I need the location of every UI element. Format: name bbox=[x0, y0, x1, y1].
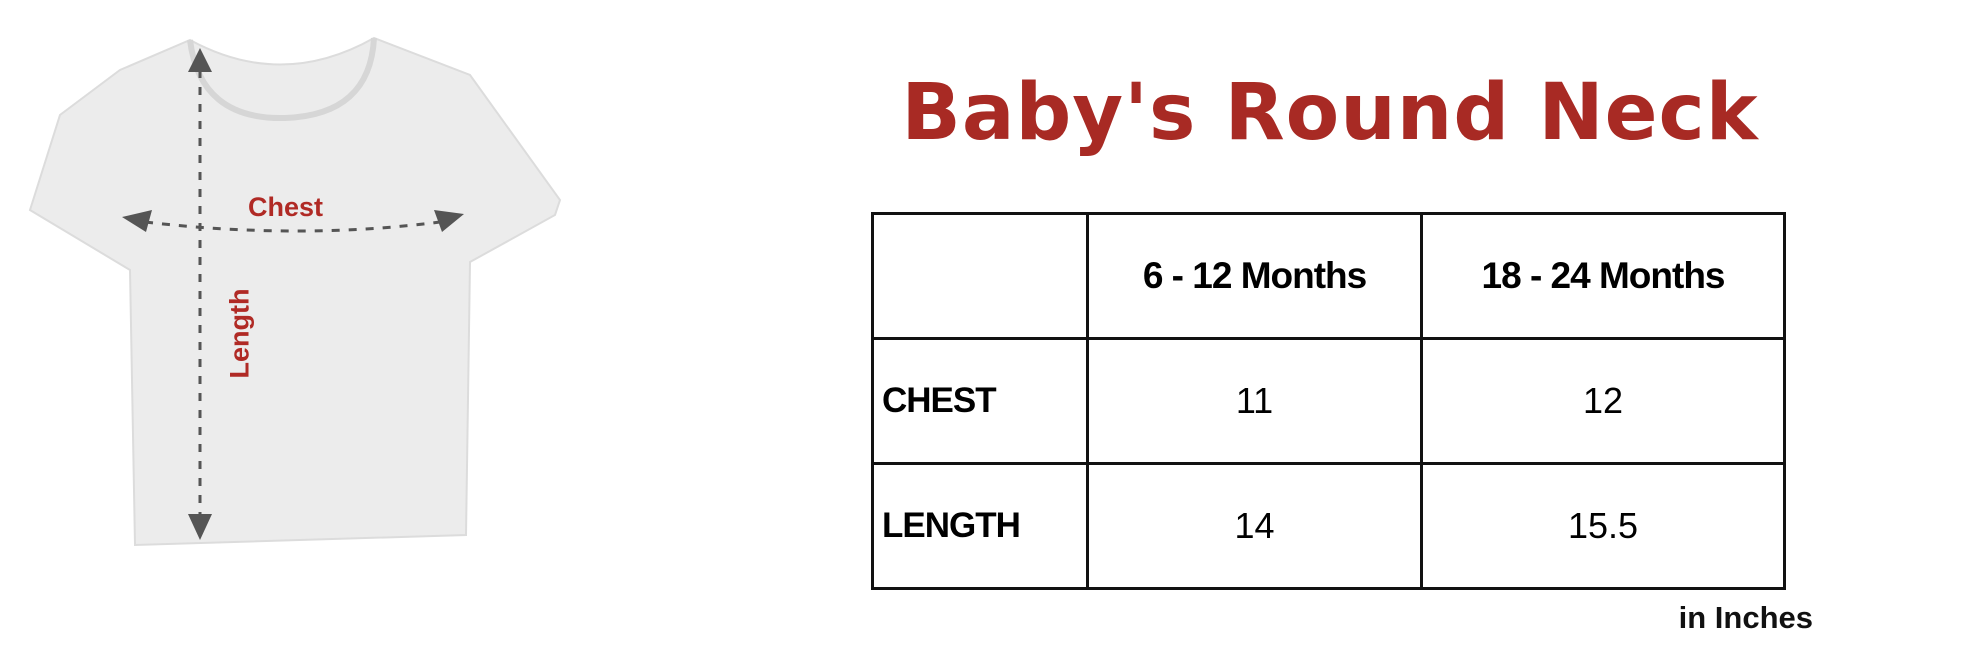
header-cell: 6 - 12 Months bbox=[1085, 212, 1424, 340]
row-label: LENGTH bbox=[871, 462, 1089, 590]
arrow-right-icon bbox=[434, 210, 464, 232]
chest-label: Chest bbox=[248, 192, 324, 222]
header-cell: 18 - 24 Months bbox=[1420, 212, 1786, 340]
chest-dashed-line bbox=[144, 220, 441, 233]
length-label: Length bbox=[224, 288, 255, 379]
table-row: LENGTH 14 15.5 bbox=[871, 462, 1786, 590]
neck-collar bbox=[187, 37, 377, 122]
size-table: 6 - 12 Months 18 - 24 Months CHEST 11 12… bbox=[871, 212, 1786, 590]
header-cell bbox=[871, 212, 1089, 340]
table-row: CHEST 11 12 bbox=[871, 337, 1786, 465]
tshirt-diagram bbox=[28, 36, 562, 547]
table-cell: 11 bbox=[1085, 337, 1424, 465]
table-cell: 12 bbox=[1420, 337, 1786, 465]
arrow-left-icon bbox=[122, 210, 152, 232]
arrow-up-icon bbox=[188, 48, 212, 72]
table-header-row: 6 - 12 Months 18 - 24 Months bbox=[871, 212, 1786, 340]
page-title: Baby's Round Neck bbox=[901, 68, 1759, 158]
table-cell: 14 bbox=[1085, 462, 1424, 590]
table-cell: 15.5 bbox=[1420, 462, 1786, 590]
unit-note: in Inches bbox=[1678, 600, 1813, 635]
row-label: CHEST bbox=[871, 337, 1089, 465]
arrow-down-icon bbox=[188, 514, 212, 540]
tshirt-shape bbox=[28, 36, 562, 547]
